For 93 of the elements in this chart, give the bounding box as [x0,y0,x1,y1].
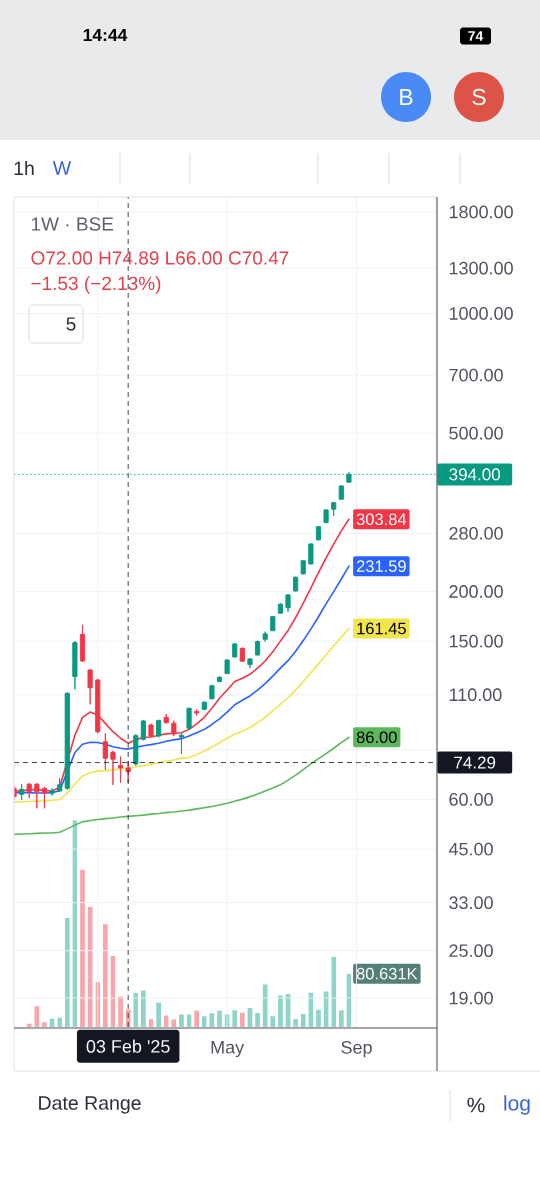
candlestick [247,657,253,669]
candlestick [323,508,329,524]
candlestick [49,787,55,796]
candlestick [239,647,245,663]
candlestick [308,543,314,565]
candlestick [277,602,283,615]
bar [232,1010,238,1027]
candlestick [79,624,86,663]
candlestick [64,691,70,791]
candlestick [87,668,93,705]
candlestick [232,642,238,658]
text: 14:44 [83,28,128,42]
y-tick-label: 500.00 [449,426,503,440]
candlestick [171,720,177,737]
candlestick [338,485,344,501]
data-label: 86.00 [356,731,397,744]
y-tick-label: 280.00 [449,526,503,540]
candlestick [186,707,192,730]
candlestick [57,777,63,792]
ref-line-label: 74.29 [454,756,496,769]
bar [102,924,108,1027]
ref-line-label: 03 Feb '25 [86,1039,170,1053]
annotation: −1.53 (−2.13%) [31,276,161,294]
candlestick [216,675,223,683]
candlestick [254,640,261,657]
bar [300,1013,306,1027]
y-tick-label: 110.00 [449,688,502,702]
candlestick [19,783,25,801]
text: B [400,89,413,105]
candlestick [148,723,154,738]
candlestick [293,576,299,592]
data-label: 161.45 [357,622,406,635]
data-label: 303.84 [356,513,407,526]
bar [217,1010,222,1027]
bar [133,993,139,1027]
text: log [504,1095,530,1115]
candlestick [133,733,139,767]
candlestick [209,684,215,700]
x-tick-label: May [211,1041,245,1058]
annotation: 80.631K [356,967,418,980]
candlestick [315,525,322,541]
text: 74 [468,31,484,41]
y-tick-label: 25.00 [449,944,493,958]
candlestick [156,719,162,738]
candlestick [117,756,124,784]
candlestick [262,631,268,643]
x-tick-label: Sep [341,1041,372,1058]
text: % [467,1097,485,1113]
candlestick [285,593,291,613]
text: 1W · BSE [31,217,114,231]
y-tick-label: 60.00 [449,793,493,806]
candlestick [95,678,101,734]
y-tick-label: 150.00 [449,634,503,648]
text: Date Range [39,1096,141,1114]
bar [156,1002,161,1027]
candlestick [178,732,185,755]
bar [42,1022,47,1027]
bar [179,1014,184,1027]
y-tick-label: 1800.00 [449,205,513,219]
line-series [14,627,350,803]
candlestick [331,501,337,517]
annotation: 5 [66,317,76,331]
y-tick-label: 700.00 [449,368,503,382]
ref-line-label: 394.00 [449,468,501,481]
candlestick [194,709,200,717]
candlestick [140,719,146,741]
candlestick [224,658,230,675]
y-tick-label: 33.00 [449,896,493,910]
candlestick [102,732,108,771]
bar [141,990,146,1027]
text: S [472,88,486,106]
y-tick-label: 19.00 [449,991,493,1005]
annotation: O72.00 H74.89 L66.00 C70.47 [31,251,289,265]
bar [338,1010,344,1027]
text: 1h [14,160,34,176]
bar [316,1009,321,1027]
candlestick [201,701,207,711]
y-tick-label: 1000.00 [449,307,513,320]
y-tick-label: 45.00 [448,842,493,856]
bar [270,1016,276,1027]
text: W [52,161,72,175]
bar [118,996,123,1027]
candlestick [300,559,306,575]
candlestick [72,640,78,690]
data-label: 231.59 [356,560,406,572]
y-tick-label: 200.00 [449,585,503,598]
y-tick-label: 1300.00 [449,261,513,275]
candlestick [270,615,276,632]
bar [194,1010,200,1027]
bar [80,869,85,1027]
candlestick [110,750,116,786]
bar [64,918,70,1027]
candlestick [163,713,169,725]
